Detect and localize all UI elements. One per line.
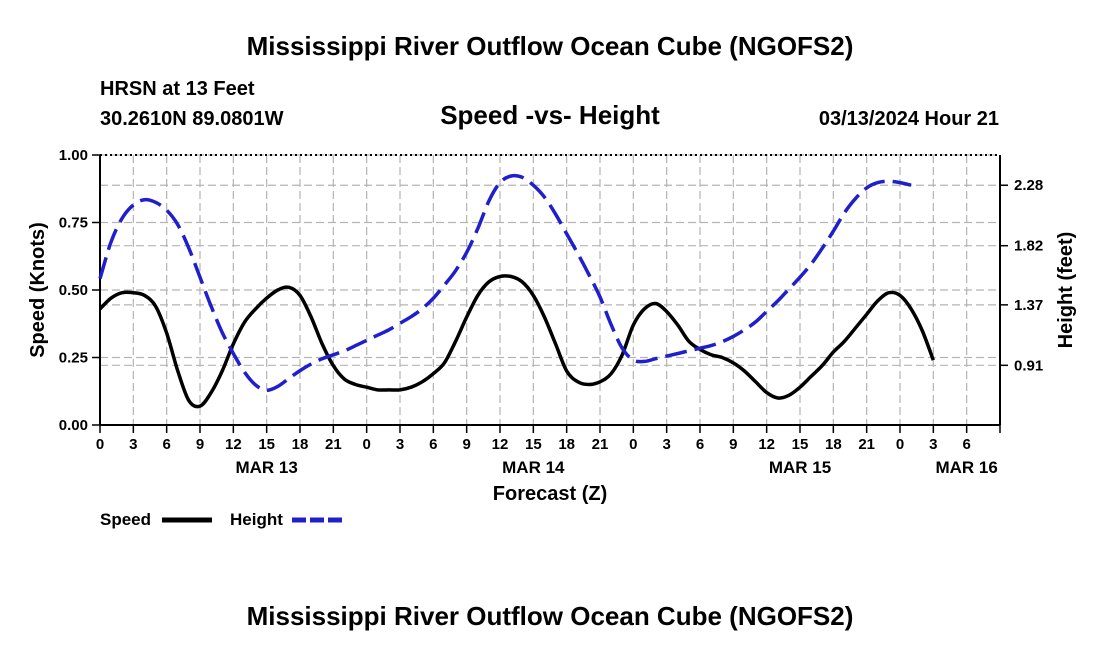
x-tick-label: 6 xyxy=(429,436,437,453)
legend-speed-label: Speed xyxy=(100,510,151,529)
grid-lines xyxy=(99,154,1001,426)
legend: Speed Height xyxy=(100,510,342,529)
plot-frame xyxy=(99,154,1001,426)
x-tick-label: 0 xyxy=(96,436,104,453)
series-speed-line xyxy=(98,274,935,409)
x-tick-label: 21 xyxy=(592,436,609,453)
x-tick-label: 0 xyxy=(362,436,370,453)
x-tick-label: 3 xyxy=(929,436,937,453)
x-tick-label: 18 xyxy=(825,436,842,453)
legend-height-label: Height xyxy=(230,510,283,529)
x-tick-label: 9 xyxy=(729,436,737,453)
x-tick-label: 6 xyxy=(962,436,970,453)
x-axis-label: Forecast (Z) xyxy=(493,483,607,505)
x-tick-label: 3 xyxy=(396,436,404,453)
date-label: MAR 16 xyxy=(935,458,997,477)
y2-tick-label: 1.82 xyxy=(1014,238,1043,255)
x-tick-label: 15 xyxy=(525,436,542,453)
x-tick-label: 9 xyxy=(196,436,204,453)
x-tick-label: 0 xyxy=(629,436,637,453)
y-tick-label: 1.00 xyxy=(59,147,88,164)
x-tick-label: 18 xyxy=(558,436,575,453)
x-tick-label: 18 xyxy=(292,436,309,453)
x-tick-label: 12 xyxy=(758,436,775,453)
y-axis-label: Speed (Knots) xyxy=(27,222,49,358)
date-label: MAR 14 xyxy=(502,458,565,477)
datetime-label: 03/13/2024 Hour 21 xyxy=(819,108,999,130)
x-tick-label: 21 xyxy=(858,436,875,453)
series-height-line xyxy=(98,173,912,393)
series-lines xyxy=(98,173,935,409)
repeat-title: Mississippi River Outflow Ocean Cube (NG… xyxy=(247,601,854,631)
axis-ticks: 0 3 6 9 12 15 18 21 0 3 6 9 12 15 18 21 0 3 6 9 12 15 18 21 0 3 6 0… xyxy=(59,147,1043,477)
y2-tick-label: 1.37 xyxy=(1014,297,1043,314)
y-tick-label: 0.75 xyxy=(59,215,88,232)
date-label: MAR 15 xyxy=(769,458,831,477)
chart-title: Speed -vs- Height xyxy=(440,100,660,130)
station-label: HRSN at 13 Feet xyxy=(100,78,255,100)
x-tick-label: 21 xyxy=(325,436,342,453)
x-tick-label: 3 xyxy=(662,436,670,453)
y2-tick-label: 2.28 xyxy=(1014,177,1043,194)
y-tick-label: 0.50 xyxy=(59,282,88,299)
x-tick-label: 12 xyxy=(492,436,509,453)
y2-axis-label: Height (feet) xyxy=(1055,232,1077,349)
y-tick-label: 0.00 xyxy=(59,417,88,434)
x-tick-label: 15 xyxy=(258,436,275,453)
x-tick-label: 15 xyxy=(792,436,809,453)
x-tick-label: 6 xyxy=(696,436,704,453)
date-label: MAR 13 xyxy=(235,458,297,477)
page-title: Mississippi River Outflow Ocean Cube (NG… xyxy=(247,31,854,61)
x-tick-label: 12 xyxy=(225,436,242,453)
x-tick-label: 0 xyxy=(896,436,904,453)
x-tick-label: 6 xyxy=(162,436,170,453)
y-tick-label: 0.25 xyxy=(59,350,88,367)
y2-tick-label: 0.91 xyxy=(1014,357,1043,374)
x-tick-label: 9 xyxy=(462,436,470,453)
x-tick-label: 3 xyxy=(129,436,137,453)
coords-label: 30.2610N 89.0801W xyxy=(100,108,284,130)
